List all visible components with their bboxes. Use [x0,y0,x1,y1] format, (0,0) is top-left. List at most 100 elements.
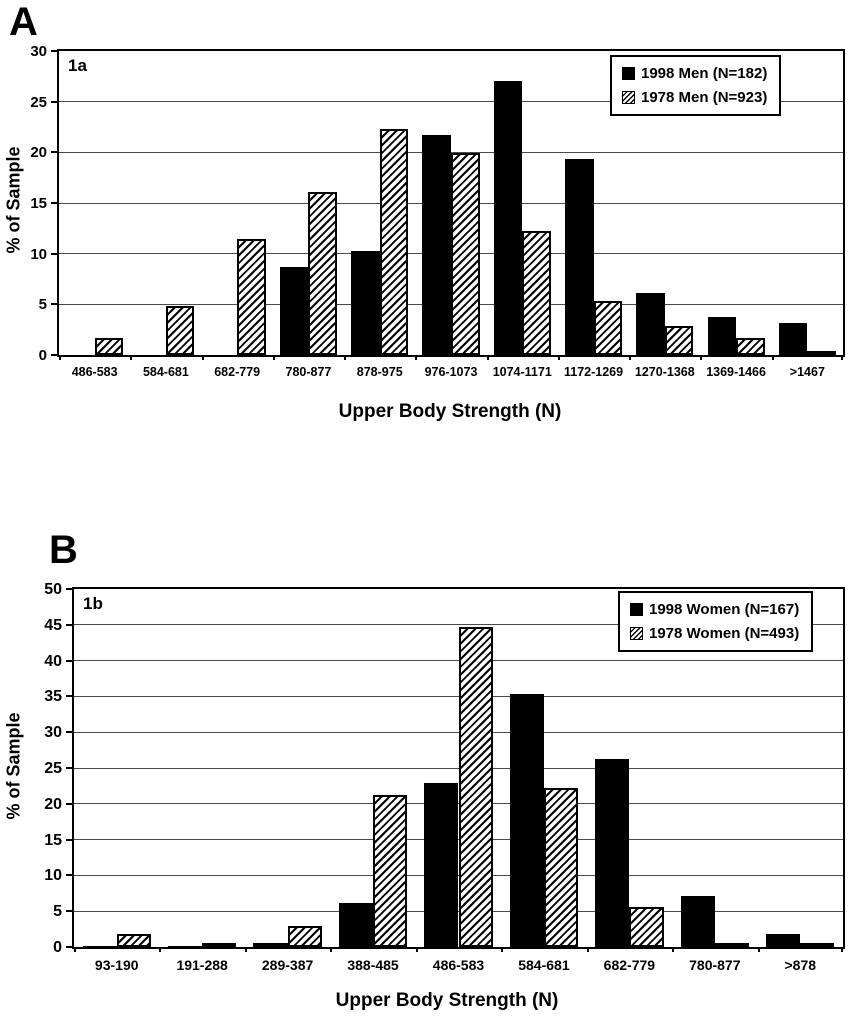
x-axis-tick [344,355,347,360]
y-axis-tick-label: 5 [38,296,47,314]
bar-hatched [379,129,409,355]
hatched-bar-swatch-icon [622,91,635,104]
bar-hatched [593,301,623,355]
bar-hatched [373,795,408,947]
x-axis-tick [501,947,504,952]
panel-b-plot-area: 1b 1998 Women (N=167) 1978 Women (N=493)… [44,582,845,973]
y-axis-tick-label: 30 [30,43,47,60]
legend-label: 1998 Men (N=182) [641,65,768,82]
legend-label: 1998 Women (N=167) [649,601,800,618]
x-category-label: 388-485 [347,957,399,973]
x-axis-tick [130,355,133,360]
panel-a-legend: 1998 Men (N=182) 1978 Men (N=923) [610,55,782,116]
y-axis-tick-label: 15 [44,831,62,849]
y-axis-tick [66,767,72,769]
bar-solid [778,322,808,355]
gridline [59,101,843,103]
y-axis-tick [51,303,57,306]
x-category-label: 1270-1368 [634,365,695,379]
x-axis-tick [486,355,489,360]
x-axis-tick [74,947,76,952]
x-axis-tick [841,947,843,952]
bar-hatched [116,934,151,947]
x-category-label: >878 [784,957,817,973]
bar-hatched [714,943,749,947]
panel-a-letter: A [9,0,38,44]
x-category-label: 93-190 [94,957,139,973]
x-axis-tick [586,947,589,952]
bar-solid [82,945,117,947]
x-category-label: 780-877 [689,957,741,973]
y-axis-tick-label: 15 [30,195,47,212]
panel-a-label: 1a [68,56,87,75]
bar-hatched [308,191,337,355]
hatched-bar-swatch-icon [630,627,643,640]
y-axis-tick-label: 0 [53,939,62,956]
y-axis-tick-label: 5 [53,903,62,921]
y-axis-tick [66,838,72,841]
legend-label: 1978 Men (N=923) [641,89,768,106]
x-axis-tick [557,355,560,360]
x-category-label: 486-583 [71,365,118,379]
y-axis-tick-label: 25 [44,760,62,777]
y-axis-tick [66,659,72,662]
y-axis-tick [66,946,72,948]
x-category-label: 1172-1269 [563,365,624,379]
y-axis-tick-label: 40 [44,652,62,670]
y-axis-tick-label: 20 [30,144,47,162]
legend-item-1998-men: 1998 Men (N=182) [622,66,767,81]
bar-solid [279,266,309,355]
legend-item-1998-women: 1998 Women (N=167) [630,602,799,617]
legend-item-1978-men: 1978 Men (N=923) [622,90,767,105]
x-axis-tick [629,355,632,360]
x-axis-tick [159,947,162,952]
y-axis-tick [51,151,57,154]
x-axis-tick [672,947,675,952]
y-axis-tick [66,874,72,877]
gridline [74,624,843,626]
solid-bar-swatch-icon [630,603,643,616]
bar-solid [422,135,451,355]
bar-hatched [94,337,124,355]
y-axis-tick-label: 10 [30,245,47,263]
panel-b-x-axis-title: Upper Body Strength (N) [335,990,559,1011]
bar-solid [424,783,459,947]
y-axis-tick-label: 35 [44,688,62,706]
bar-hatched [458,626,493,947]
bar-hatched [807,350,836,355]
bar-hatched [543,788,579,947]
bar-solid [351,250,380,355]
bar-solid [565,159,594,355]
y-axis-tick [51,252,57,255]
panel-a-plot-area: 1a 1998 Men (N=182) 1978 Men (N=923) 0 5 1… [30,44,845,379]
bar-solid [766,934,801,947]
x-axis-tick [757,947,760,952]
bar-solid [636,293,665,355]
y-axis-tick [66,588,72,590]
x-axis-tick [841,355,843,360]
y-axis-tick-label: 25 [30,93,47,111]
y-axis-tick [51,202,57,204]
x-axis-tick [415,355,418,360]
bar-hatched [287,925,322,947]
x-category-label: 584-681 [518,957,570,973]
panel-a-x-axis-title: Upper Body Strength (N) [338,401,562,422]
legend-label: 1978 Women (N=493) [649,625,800,642]
bar-solid [595,758,630,947]
bar-solid [707,316,737,355]
x-category-label: 1074-1171 [492,365,552,379]
bar-hatched [165,306,195,355]
y-axis-tick [51,50,57,52]
x-category-label: 584-681 [142,365,189,379]
solid-bar-swatch-icon [622,67,635,80]
bar-solid [253,942,288,947]
legend-item-1978-women: 1978 Women (N=493) [630,626,799,641]
x-axis-tick [330,947,333,952]
x-axis-tick [59,355,61,360]
y-axis-tick-label: 20 [44,795,62,813]
x-category-label: >1467 [789,365,825,379]
x-axis-tick [415,947,418,952]
bar-hatched [736,337,765,355]
x-category-label: 682-779 [214,365,261,379]
